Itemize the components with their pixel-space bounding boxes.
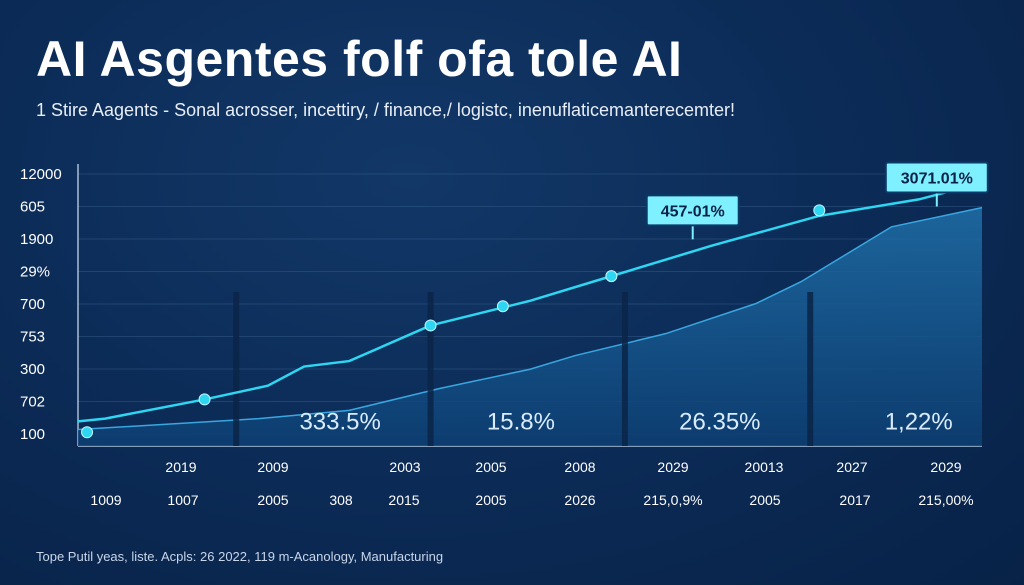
- y-tick-label: 12000: [20, 166, 62, 183]
- segment-divider: [233, 292, 240, 446]
- callout-box: [645, 194, 740, 227]
- data-point: [198, 393, 211, 406]
- data-point: [813, 204, 826, 217]
- data-point: [424, 319, 437, 332]
- segment-label: 26.35%: [679, 408, 760, 435]
- segment-divider: [807, 292, 814, 446]
- segment-label: 1,22%: [885, 408, 953, 435]
- y-tick-label: 702: [20, 394, 45, 411]
- x-tick-label-secondary: 308: [329, 492, 353, 508]
- x-tick-label: 2029: [930, 459, 961, 475]
- data-point: [605, 270, 618, 283]
- x-tick-label-secondary: 2005: [257, 492, 288, 508]
- y-tick-label: 300: [20, 361, 45, 378]
- chart-title: AI Asgentes folf ofa tole AI: [36, 31, 683, 87]
- segment-label: 333.5%: [299, 408, 380, 435]
- x-tick-label-secondary: 1007: [167, 492, 198, 508]
- segment-label: 15.8%: [487, 408, 555, 435]
- footnote: Tope Putil yeas, liste. Acpls: 26 2022, …: [36, 549, 444, 564]
- x-tick-label: 2009: [257, 459, 288, 475]
- segment-divider: [427, 292, 434, 446]
- data-point: [496, 300, 509, 313]
- chart-subtitle: 1 Stire Aagents - Sonal acrosser, incett…: [36, 100, 736, 120]
- y-tick-label: 605: [20, 199, 45, 216]
- x-tick-label-secondary: 2005: [475, 492, 506, 508]
- x-tick-label: 2019: [165, 459, 196, 475]
- y-tick-label: 753: [20, 329, 45, 346]
- x-tick-label: 2003: [389, 459, 420, 475]
- x-tick-label: 2005: [475, 459, 506, 475]
- x-tick-label-secondary: 215,00%: [918, 492, 973, 508]
- area-series: [78, 207, 982, 446]
- x-tick-label: 20013: [745, 459, 784, 475]
- x-tick-label: 2029: [657, 459, 688, 475]
- x-tick-label: 2008: [564, 459, 595, 475]
- x-tick-label-secondary: 2026: [564, 492, 595, 508]
- y-tick-label: 700: [20, 296, 45, 313]
- data-point: [81, 426, 94, 439]
- y-tick-label: 29%: [20, 264, 50, 281]
- y-tick-label: 1900: [20, 231, 53, 248]
- x-tick-label-secondary: 1009: [90, 492, 121, 508]
- area-edge: [77, 206, 983, 431]
- segment-divider: [621, 292, 628, 446]
- callout-box: [884, 161, 989, 194]
- callout-label: 457-01%: [661, 203, 725, 220]
- x-tick-label-secondary: 215,0,9%: [643, 492, 702, 508]
- y-tick-label: 100: [20, 426, 45, 443]
- x-tick-label-secondary: 2015: [388, 492, 419, 508]
- x-tick-label-secondary: 2005: [749, 492, 780, 508]
- x-tick-label: 2027: [836, 459, 867, 475]
- x-tick-label-secondary: 2017: [839, 492, 870, 508]
- callout-label: 3071.01%: [901, 170, 973, 187]
